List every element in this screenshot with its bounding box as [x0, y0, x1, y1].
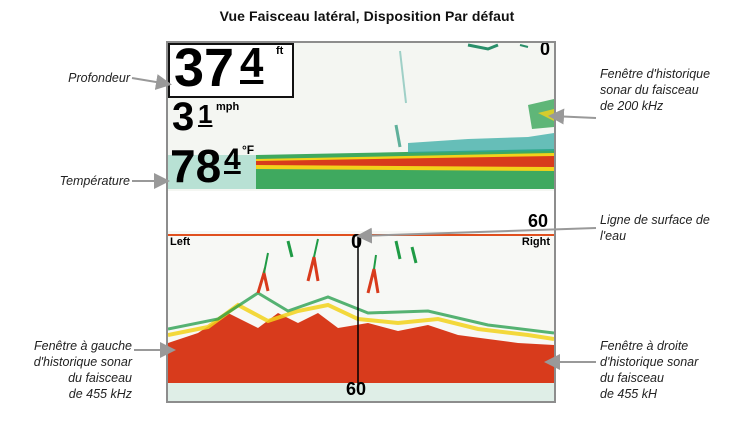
bottom-range-value: 60 [346, 379, 367, 399]
temperature-value-decimal: 4 [224, 143, 241, 176]
depth-value-whole: 37 [174, 41, 235, 98]
side-range-value: 60 [527, 211, 548, 231]
arrow-history-200 [548, 108, 597, 125]
right-tag: Right [521, 236, 550, 248]
label-temperature: Température [59, 174, 130, 188]
bottom-band-200khz [168, 99, 554, 189]
top-scale-zero: 0 [539, 41, 550, 59]
side-beam-returns [168, 238, 554, 401]
speed-unit: mph [216, 101, 240, 113]
label-depth: Profondeur [68, 71, 130, 85]
depth-value-decimal: 4 [240, 41, 264, 86]
sonar-screen: 37 4 ft 3 1 mph 78 4 °F 0 60 Left Right … [166, 41, 556, 403]
temperature-unit: °F [242, 143, 255, 157]
arrow-surface-line [356, 227, 597, 244]
arrow-depth [131, 74, 172, 90]
temperature-value-whole: 78 [170, 140, 222, 192]
speed-value-decimal: 1 [198, 99, 213, 129]
label-right-455: Fenêtre à droite d'historique sonar du f… [600, 339, 699, 401]
label-surface-line: Ligne de surface de l'eau [600, 213, 710, 243]
page-title: Vue Faisceau latéral, Disposition Par dé… [219, 8, 515, 24]
speed-value-whole: 3 [172, 95, 195, 139]
depth-unit: ft [276, 45, 284, 57]
sonar-display [168, 43, 554, 401]
label-left-455: Fenêtre à gauche d'historique sonar du f… [33, 339, 132, 401]
depth-box [168, 43, 294, 98]
label-history-200: Fenêtre d'historique sonar du faisceau d… [600, 67, 711, 113]
noise-streak-top [394, 43, 529, 148]
left-tag: Left [170, 236, 191, 248]
